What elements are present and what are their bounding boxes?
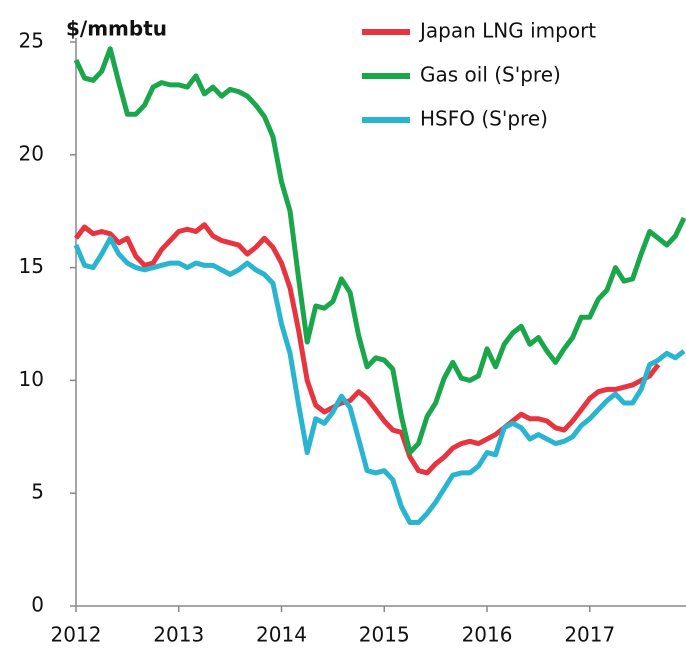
legend-label: HSFO (S'pre) [420,107,548,131]
x-tick-label: 2015 [359,623,410,647]
y-tick-label: 5 [31,480,44,504]
x-tick-label: 2012 [51,623,102,647]
y-tick-label: 20 [19,141,44,165]
line-series [73,235,686,526]
x-tick-label: 2016 [462,623,513,647]
y-tick-label: 0 [31,593,44,617]
line-series [73,46,686,456]
line-series [74,222,661,476]
legend-label: Gas oil (S'pre) [420,63,561,87]
x-tick-label: 2013 [153,623,204,647]
y-axis-label: $/mmbtu [66,17,167,41]
x-tick-label: 2017 [564,623,615,647]
legend-label: Japan LNG import [418,19,596,43]
y-tick-label: 15 [19,254,44,278]
y-tick-label: 10 [19,367,44,391]
x-tick-label: 2014 [256,623,307,647]
y-tick-label: 25 [19,29,44,53]
